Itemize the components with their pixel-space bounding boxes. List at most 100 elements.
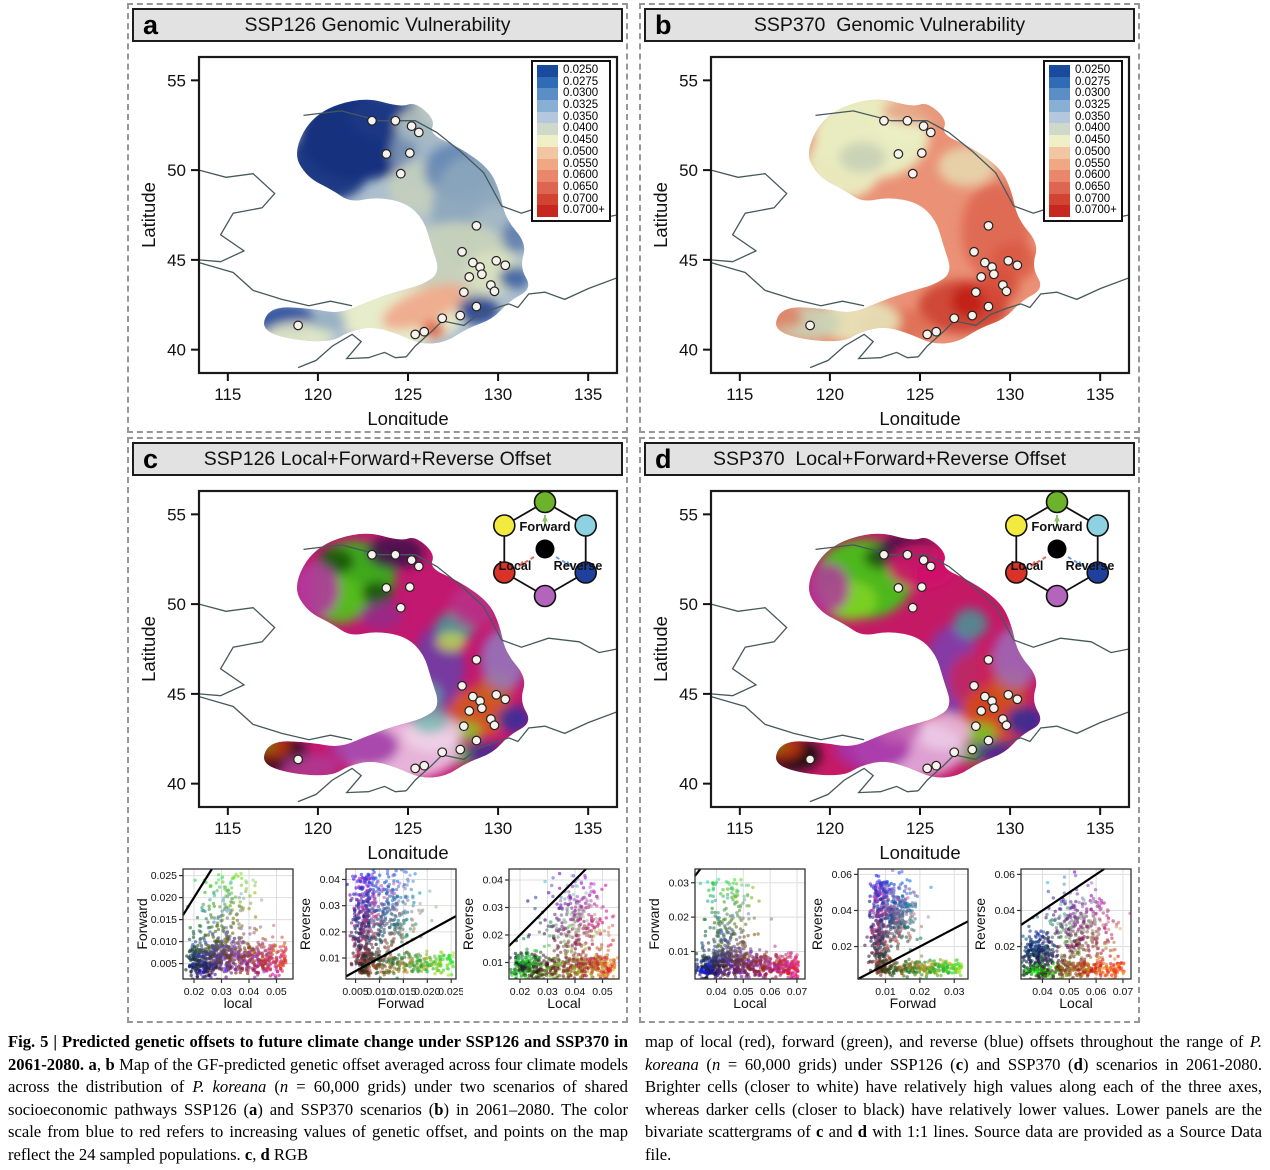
scatter-x-tick: 0.04 <box>565 986 586 998</box>
scatter-forward-vs-reverse-ssp370: 0.01 0.02 0.03 0.02 0.04 0.06 Forwad Reverse <box>812 868 969 1011</box>
legend-entry: 0.0250 <box>1049 64 1117 77</box>
legend-value: 0.0300 <box>563 87 599 100</box>
legend-swatch <box>537 111 558 124</box>
caption-text-segment: b <box>105 1054 115 1074</box>
legend-swatch <box>1049 158 1070 171</box>
sample-population-point <box>413 127 424 138</box>
hexagon-label-reverse: Reverse <box>554 559 603 573</box>
sample-population-point <box>967 310 978 321</box>
scatter-y-tick: 0.01 <box>483 957 504 969</box>
one-to-one-line <box>345 915 457 978</box>
sample-population-point <box>395 168 406 179</box>
scatter-local-vs-forward-ssp126: 0.02 0.03 0.04 0.05 0.005 0.010 0.015 0.020 0.02… <box>137 868 294 1011</box>
scatter-x-tick: 0.07 <box>787 986 808 998</box>
scatter-y-label: Reverse <box>812 898 825 950</box>
caption-text-segment: d <box>260 1144 270 1164</box>
scatter-x-label: local <box>224 995 253 1011</box>
sample-population-point <box>406 555 417 566</box>
sample-population-point <box>1001 286 1012 297</box>
legend-value: 0.0700+ <box>563 204 605 217</box>
scatter-y-tick: 0.005 <box>151 958 177 970</box>
y-tick-label: 45 <box>167 251 186 270</box>
legend-swatch <box>1049 205 1070 217</box>
caption-text-segment: , <box>252 1144 261 1164</box>
sample-population-point <box>489 720 500 731</box>
legend-swatch <box>537 205 558 217</box>
caption-text-segment: c <box>244 1144 253 1164</box>
scatter-x-tick: 0.07 <box>1113 986 1134 998</box>
legend-entry: 0.0700 <box>1049 193 1117 206</box>
sample-population-point <box>918 555 929 566</box>
hexagon-label-reverse: Reverse <box>1066 559 1115 573</box>
sample-population-point <box>976 706 987 716</box>
legend-entry: 0.0350 <box>1049 111 1117 124</box>
sample-population-point <box>976 272 987 282</box>
country-border-line <box>917 277 1129 358</box>
sample-population-point <box>969 680 979 691</box>
y-axis-title: Latitude <box>651 616 671 682</box>
panel-a-ssp126-vulnerability: a SSP126 Genomic Vulnerability 115 120 125… <box>127 3 628 433</box>
y-axis-title: Latitude <box>651 182 671 248</box>
legend-swatch <box>1049 135 1070 147</box>
legend-value: 0.0300 <box>1075 87 1111 100</box>
scatter-x-tick: 0.05 <box>733 986 754 998</box>
x-tick-label: 125 <box>906 385 934 404</box>
scatter-y-tick: 0.06 <box>995 869 1016 881</box>
legend-value: 0.0650 <box>563 180 599 193</box>
legend-swatch <box>1049 111 1070 124</box>
sample-population-point <box>970 287 981 298</box>
caption-text-segment: c <box>955 1054 964 1074</box>
legend-value: 0.0450 <box>563 134 599 147</box>
legend-entry: 0.0650 <box>1049 181 1117 194</box>
scatter-x-label: Forwad <box>378 995 425 1011</box>
sample-population-point <box>381 583 392 593</box>
sample-population-point <box>893 583 904 593</box>
hexagon-vertex-bottom <box>1045 584 1069 608</box>
y-tick-label: 40 <box>679 775 698 794</box>
caption-text-segment: b <box>434 1099 444 1119</box>
country-border-line <box>199 261 353 307</box>
panel-c-title: SSP126 Local+Forward+Reverse Offset <box>203 448 552 470</box>
panel-c-ssp126-rgb-offset: c SSP126 Local+Forward+Reverse Offset 11… <box>127 437 628 1023</box>
country-border-line <box>297 333 407 369</box>
scatter-y-label: Reverse <box>300 898 313 950</box>
sample-population-point <box>979 691 990 702</box>
sample-population-point <box>922 329 933 340</box>
sample-population-point <box>1003 255 1014 266</box>
caption-text-segment: RGB <box>269 1144 309 1164</box>
x-tick-label: 115 <box>214 385 241 404</box>
scatter-x-label: Local <box>1059 995 1092 1011</box>
legend-value: 0.0400 <box>1075 122 1111 135</box>
legend-value: 0.0275 <box>1075 75 1111 88</box>
legend-entry: 0.0275 <box>537 76 605 89</box>
caption-text-segment: n <box>279 1077 289 1096</box>
sample-population-point <box>476 269 487 280</box>
panel-b-letter: b <box>655 10 672 40</box>
caption-text-segment: ) in 2061–2080. The color scale from blu… <box>8 1099 628 1164</box>
caption-text-segment: map of local (red), forward (green), and… <box>645 1032 1250 1051</box>
scatter-y-tick: 0.010 <box>151 936 177 948</box>
legend-swatch <box>1049 88 1070 101</box>
sample-population-point <box>1003 689 1014 700</box>
panel-a-title: SSP126 Genomic Vulnerability <box>244 14 511 36</box>
sample-population-point <box>970 721 981 732</box>
y-axis-title: Latitude <box>139 182 159 248</box>
offset-hexagon-legend: Forward Local Reverse <box>1004 490 1115 608</box>
caption-text-segment: ) scenarios in 2061-2080. Brighter cells… <box>645 1054 1262 1142</box>
legend-entry: 0.0300 <box>1049 87 1117 101</box>
legend-entry: 0.0250 <box>537 64 605 77</box>
sample-population-point <box>437 313 448 324</box>
scatter-x-tick: 0.010 <box>366 986 392 998</box>
scatter-x-label: Local <box>733 995 766 1011</box>
x-tick-label: 130 <box>996 385 1024 404</box>
scatter-y-tick: 0.02 <box>669 912 690 924</box>
sample-population-point <box>805 754 815 765</box>
sample-population-point <box>1001 720 1012 731</box>
hexagon-vertex-bottom <box>533 584 557 608</box>
legend-swatch <box>537 65 558 77</box>
country-border-line <box>199 603 276 697</box>
rgb-offset-map-ssp370: 115 120 125 130 135 55 50 45 40 Longitude Latitude… <box>651 489 1131 859</box>
hexagon-center-dot <box>1047 539 1067 559</box>
scatter-y-label: Reverse <box>463 898 476 950</box>
legend-value: 0.0325 <box>1075 99 1111 112</box>
